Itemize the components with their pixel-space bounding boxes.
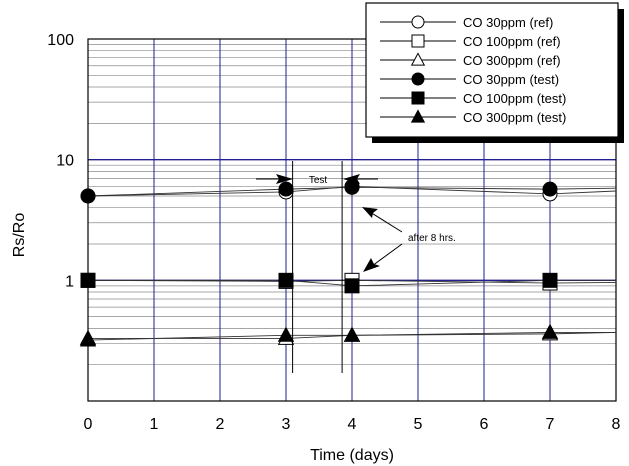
data-point (278, 181, 294, 197)
y-axis-label: Rs/Ro (11, 213, 28, 258)
legend-entry: CO 30ppm (ref) (380, 15, 553, 30)
legend: CO 30ppm (ref) CO 100ppm (ref) CO 300ppm (… (365, 2, 624, 143)
after-arrow-up-shaft (369, 211, 403, 233)
after-arrow-up-head (362, 207, 378, 218)
x-tick-label: 7 (546, 416, 555, 433)
series-5 (79, 323, 616, 347)
legend-label: CO 300ppm (test) (463, 110, 566, 125)
y-tick-label: 100 (47, 32, 74, 49)
legend-entry: CO 300ppm (ref) (380, 52, 561, 68)
x-tick-label: 3 (282, 416, 291, 433)
data-point (80, 272, 96, 288)
plot-frame (87, 38, 617, 402)
plot-border (87, 38, 617, 402)
x-tick-label: 0 (84, 416, 93, 433)
after-arrow-down-shaft (371, 243, 403, 267)
legend-label: CO 100ppm (ref) (463, 34, 561, 49)
data-series (79, 178, 617, 347)
test-label: Test (309, 175, 328, 186)
test-arrow-left-head (276, 174, 293, 184)
legend-marker (411, 72, 425, 86)
x-tick-label: 8 (612, 416, 621, 433)
legend-box (365, 2, 619, 138)
legend-label: CO 100ppm (test) (463, 91, 566, 106)
data-point (278, 272, 294, 288)
y-tick-label: 1 (65, 273, 74, 290)
data-point (79, 331, 97, 347)
test-arrow-right-head (343, 174, 360, 184)
legend-entry: CO 300ppm (test) (380, 109, 566, 125)
legend-marker (411, 34, 425, 48)
legend-label: CO 30ppm (ref) (463, 15, 553, 30)
x-tick-label: 6 (480, 416, 489, 433)
data-point (343, 326, 361, 342)
x-tick-labels: 0 1 2 3 4 5 6 7 8 (84, 416, 621, 433)
x-tick-label: 5 (414, 416, 423, 433)
series-4 (80, 272, 616, 294)
data-point (541, 323, 559, 339)
legend-marker (410, 109, 426, 123)
legend-entry: CO 100ppm (test) (380, 91, 566, 106)
legend-marker (411, 91, 425, 105)
data-point (542, 181, 558, 197)
legend-marker (410, 52, 426, 66)
legend-marker (411, 15, 425, 29)
x-tick-label: 4 (348, 416, 357, 433)
y-tick-label: 10 (56, 153, 74, 170)
after-arrow-down-head (363, 258, 380, 272)
legend-entry: CO 100ppm (ref) (380, 34, 561, 49)
after-8-hrs-label: after 8 hrs. (408, 233, 456, 244)
legend-entry: CO 30ppm (test) (380, 72, 559, 87)
x-tick-label: 2 (216, 416, 225, 433)
x-tick-label: 1 (150, 416, 159, 433)
series-3 (80, 179, 617, 204)
data-point (344, 278, 360, 294)
annotations: Test after 8 hrs. (256, 161, 456, 373)
data-point (277, 326, 295, 342)
legend-label: CO 30ppm (test) (463, 72, 559, 87)
data-point (542, 272, 558, 288)
y-tick-labels: 100 10 1 (47, 32, 74, 290)
legend-label: CO 300ppm (ref) (463, 53, 561, 68)
x-axis-label: Time (days) (310, 447, 394, 464)
data-point (80, 188, 96, 204)
